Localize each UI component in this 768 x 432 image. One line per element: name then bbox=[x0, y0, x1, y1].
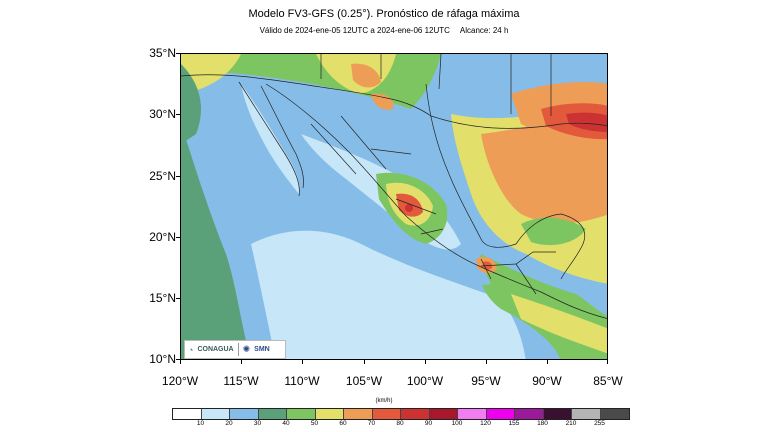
colorbar-label: 30 bbox=[253, 420, 262, 427]
lon-label-90: 90°W bbox=[532, 374, 562, 388]
northwest-yellow-zone bbox=[181, 54, 241, 94]
forecast-map bbox=[180, 53, 608, 360]
lon-tick bbox=[180, 360, 181, 364]
colorbar-swatch bbox=[401, 409, 430, 419]
agency-logos: ◔ CONAGUA ✺ SMN bbox=[184, 340, 286, 359]
colorbar-label: 180 bbox=[537, 420, 548, 427]
colorbar-units: (km/h) bbox=[375, 398, 393, 404]
colorbar-label: 80 bbox=[396, 420, 404, 427]
north-orange-zone bbox=[351, 63, 381, 88]
colorbar-swatch bbox=[486, 409, 515, 419]
colorbar-swatch bbox=[543, 409, 572, 419]
lon-label-120: 120°W bbox=[161, 374, 199, 388]
colorbar-label: 40 bbox=[282, 420, 290, 427]
colorbar-swatch bbox=[600, 409, 629, 419]
lon-tick bbox=[364, 360, 365, 364]
lon-label-110: 110°W bbox=[284, 374, 320, 388]
colorbar-swatch bbox=[173, 409, 202, 419]
central-plateau-peak bbox=[405, 204, 413, 212]
lat-tick bbox=[176, 298, 180, 299]
logo-divider bbox=[237, 343, 239, 356]
chart-title: Modelo FV3-GFS (0.25°). Pronóstico de rá… bbox=[248, 8, 520, 20]
light-blue-south-zone bbox=[382, 319, 521, 359]
pacific-yellow-strip bbox=[511, 294, 607, 354]
us-gulf-coast bbox=[430, 115, 607, 129]
conagua-logo-text: CONAGUA bbox=[197, 346, 234, 353]
smn-icon: ✺ bbox=[242, 344, 251, 354]
lon-tick bbox=[486, 360, 487, 364]
colorbar-swatch bbox=[372, 409, 401, 419]
lon-tick bbox=[302, 360, 303, 364]
conagua-icon: ◔ bbox=[188, 344, 194, 355]
colorbar-label: 210 bbox=[565, 420, 577, 427]
colorbar-label: 50 bbox=[310, 420, 319, 427]
colorbar-swatch bbox=[429, 409, 458, 419]
lon-label-85: 85°W bbox=[593, 374, 623, 388]
colorbar-swatch bbox=[287, 409, 316, 419]
lat-tick bbox=[176, 359, 180, 360]
lat-label-20: 20°N bbox=[149, 230, 176, 244]
colorbar-label: 90 bbox=[424, 420, 433, 427]
guatemala-border bbox=[480, 251, 556, 267]
lon-label-100: 100°W bbox=[406, 374, 444, 388]
lon-tick bbox=[241, 360, 242, 364]
chart-subtitle: Válido de 2024-ene-05 12UTC a 2024-ene-0… bbox=[0, 26, 768, 35]
lon-label-115: 115°W bbox=[223, 374, 259, 388]
lon-label-105: 105°W bbox=[345, 374, 383, 388]
baja-california-zone bbox=[241, 84, 300, 194]
gulf-coastline bbox=[425, 83, 585, 280]
lon-tick bbox=[425, 360, 426, 364]
baja-coast-east bbox=[260, 85, 304, 189]
lon-tick bbox=[547, 360, 548, 364]
northeast-darkred-zone bbox=[566, 112, 607, 132]
northwest-green-coast bbox=[181, 64, 201, 144]
colorbar-label: 100 bbox=[451, 420, 463, 427]
colorbar-swatch bbox=[458, 409, 487, 419]
colorbar-swatch bbox=[315, 409, 344, 419]
colorbar-label: 155 bbox=[508, 420, 520, 427]
lat-label-10: 10°N bbox=[149, 352, 176, 366]
lat-label-30: 30°N bbox=[149, 107, 176, 121]
north-orange-zone-2 bbox=[371, 93, 394, 110]
map-field bbox=[181, 54, 607, 359]
colorbar-label: 10 bbox=[196, 420, 205, 427]
yucatan-green-zone bbox=[521, 217, 586, 246]
lat-tick bbox=[176, 53, 180, 54]
state-borders bbox=[310, 115, 537, 295]
validity-text: Válido de 2024-ene-05 12UTC a 2024-ene-0… bbox=[259, 26, 450, 35]
lat-label-15: 15°N bbox=[149, 291, 176, 305]
lat-label-35: 35°N bbox=[149, 46, 176, 60]
lon-label-95: 95°W bbox=[471, 374, 501, 388]
colorbar-label: 120 bbox=[480, 420, 491, 427]
colorbar-swatch bbox=[258, 409, 287, 419]
colorbar-swatch bbox=[344, 409, 373, 419]
colorbar-label: 70 bbox=[367, 420, 376, 427]
pacific-coastline bbox=[265, 83, 607, 319]
colorbar-label: 60 bbox=[339, 420, 347, 427]
colorbar-label: 20 bbox=[225, 420, 233, 427]
coastlines bbox=[181, 54, 607, 319]
range-text: Alcance: 24 h bbox=[459, 26, 509, 35]
lat-tick bbox=[176, 114, 180, 115]
colorbar-swatch bbox=[572, 409, 601, 419]
colorbar bbox=[172, 408, 630, 420]
colorbar-swatch bbox=[230, 409, 259, 419]
smn-logo-text: SMN bbox=[254, 346, 270, 353]
lat-tick bbox=[176, 176, 180, 177]
colorbar-swatch bbox=[515, 409, 544, 419]
us-mexico-border bbox=[181, 74, 432, 117]
colorbar-swatch bbox=[201, 409, 230, 419]
lat-label-25: 25°N bbox=[149, 169, 176, 183]
lat-tick bbox=[176, 237, 180, 238]
us-state-lines bbox=[320, 54, 552, 116]
lon-tick bbox=[607, 360, 608, 364]
colorbar-label: 255 bbox=[594, 420, 605, 427]
baja-coast-west bbox=[238, 81, 300, 197]
pacific-west-zone bbox=[181, 124, 251, 359]
